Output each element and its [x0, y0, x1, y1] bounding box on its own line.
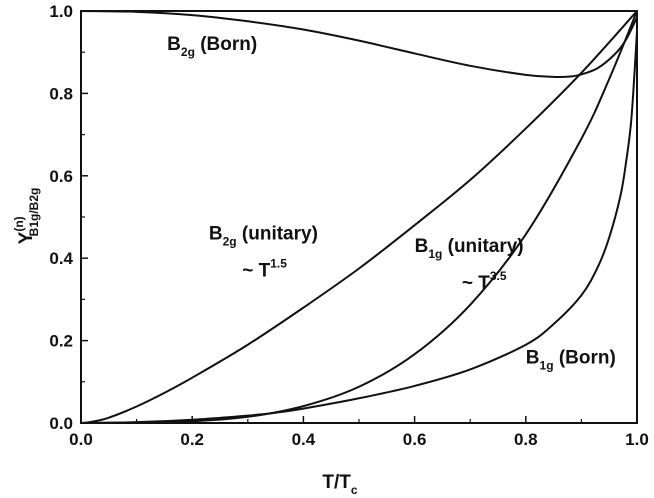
y-axis-title: Y(n)B1g/B2g: [12, 188, 41, 245]
y-tick-label: 0.4: [49, 249, 73, 268]
y-tick-label: 0.8: [49, 84, 73, 103]
y-tick-label: 0.2: [49, 332, 73, 351]
y-tick-label: 1.0: [49, 2, 73, 21]
x-tick-label: 0.0: [69, 430, 93, 449]
series-line-b2g-born: [80, 10, 638, 79]
series-line-b2g-unitary: [80, 10, 638, 424]
curve-annotation: B2g (unitary): [209, 224, 318, 249]
plot-frame: [80, 10, 638, 424]
y-tick-label: 0.6: [49, 167, 73, 186]
x-tick-label: 1.0: [625, 430, 649, 449]
annotations: B2g (Born) B2g (unitary) ~ T1.5 B1g (unitar…: [167, 34, 616, 372]
x-axis-title: T/Tc: [322, 472, 358, 497]
y-tick-label: 0.0: [49, 414, 73, 433]
series-line-b1g-unitary: [80, 10, 638, 424]
tick-labels: 0.0 0.2 0.4 0.6 0.8 1.0 0.0 0.2 0.4 0.6 0.8 1.0: [49, 2, 648, 449]
curve-annotation: B2g (Born): [167, 34, 257, 59]
x-tick-label: 0.4: [292, 430, 316, 449]
curves: [80, 10, 638, 424]
x-tick-label: 0.2: [180, 430, 204, 449]
curve-annotation: ~ T3.5: [462, 269, 507, 294]
series-line-b1g-born: [80, 30, 638, 424]
x-tick-label: 0.6: [403, 430, 427, 449]
curve-annotation: B1g (unitary): [415, 236, 524, 261]
curve-annotation: B1g (Born): [526, 347, 616, 372]
curve-annotation: ~ T1.5: [242, 257, 287, 282]
x-tick-label: 0.8: [514, 430, 538, 449]
